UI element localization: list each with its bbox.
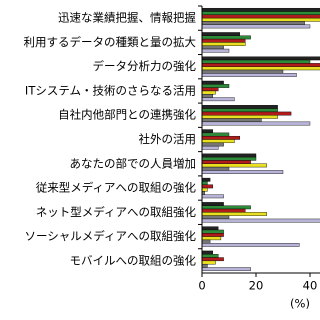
bar [202,135,240,140]
bar [202,156,257,161]
y-tick-label: 自社内他部門との連携強化 [58,108,196,122]
bar [202,226,219,231]
bar [202,87,219,92]
bar [202,115,278,119]
y-tick-label: ソーシャルメディアへの取組強化 [25,229,197,243]
bar [202,129,214,134]
bar [202,84,230,88]
bar [202,14,320,19]
bar [202,163,268,168]
y-tick-label: 迅速な業績把握、情報把握 [58,11,196,25]
bar [202,194,224,199]
bar [202,233,224,237]
bar [202,166,230,171]
bar [202,153,257,158]
bar [202,218,320,223]
bar [202,263,208,268]
bar [202,97,235,102]
bar [202,257,224,262]
bar [202,254,219,258]
bar [202,184,214,189]
bar [202,24,311,29]
y-tick-label: ITシステム・技術のさらなる活用 [25,83,196,97]
bar [202,11,320,16]
bar [202,260,216,265]
bar [202,142,224,147]
y-tick-label: 利用するデータの種類と量の拡大 [24,35,197,49]
bar [202,170,284,174]
bar [202,7,320,12]
bar [202,69,284,74]
bar [202,243,300,247]
bar [202,121,311,126]
bar [202,63,320,67]
bar [202,118,262,123]
bar [202,139,235,144]
plot-area [202,7,320,272]
bar [202,202,224,206]
bar [202,212,268,216]
x-tick-label: 0 [198,279,205,293]
y-tick-label: データ分析力の強化 [93,59,197,73]
y-tick-label: 従来型メディアへの取組の強化 [36,181,197,195]
bar [202,105,278,109]
bar [202,73,297,77]
bar [202,56,320,61]
x-tick-label: 20 [249,279,264,293]
bar [202,132,230,137]
bar [202,35,251,40]
bar [202,80,224,85]
x-axis-label: (%) [290,297,310,311]
bar [202,229,224,234]
bar [202,250,214,255]
bar [202,45,224,50]
bar [202,32,240,36]
bar [202,181,208,185]
x-tick-label: 40 [303,279,318,293]
bar [202,90,216,95]
bar [202,145,219,150]
bar [202,177,211,182]
bar [202,236,222,241]
bar [202,48,230,53]
bar [202,239,211,244]
bar [202,17,320,22]
bar [202,160,251,164]
y-tick-label: ネット型メディアへの取組強化 [36,205,197,219]
bar [202,21,305,25]
y-tick-label: モバイルへの取組の強化 [70,253,197,267]
bar [202,94,214,98]
bar [202,187,208,192]
bar [202,111,292,116]
bar [202,59,311,64]
bar [202,215,230,220]
bar [202,38,246,43]
bar [202,205,251,210]
y-tick-label: 社外の活用 [139,132,197,146]
bar [202,42,246,46]
y-tick-label: あなたの部での人員増加 [70,156,197,170]
bar [202,267,251,272]
bar [202,208,246,213]
bar [202,108,278,113]
bar [202,66,320,71]
